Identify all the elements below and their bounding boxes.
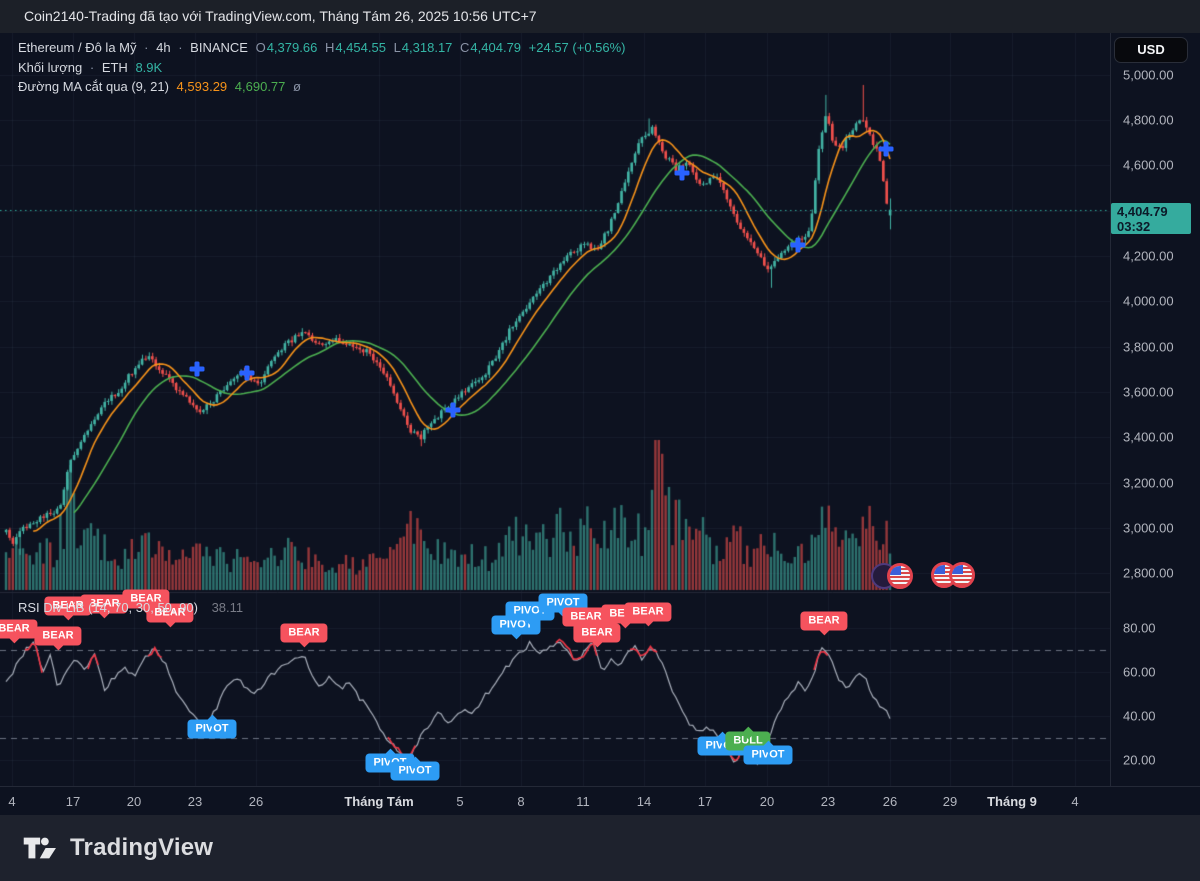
time-axis-label: 5 [456, 794, 464, 809]
time-axis-label: 23 [187, 794, 203, 809]
symbol-name: Ethereum / Đô la Mỹ [18, 40, 137, 55]
window-title: Coin2140-Trading đã tạo với TradingView.… [0, 0, 1200, 33]
ma-cross-marker-icon [674, 165, 690, 181]
time-axis-label: 20 [126, 794, 142, 809]
ohlc-low: 4,318.17 [401, 40, 453, 55]
bear-flag: BEAR [562, 607, 610, 632]
pivot-flag: PIVOT [187, 714, 237, 739]
ma-cross-title: Đường MA cắt qua (9, 21) [18, 79, 169, 94]
price-axis-label: 5,000.00 [1123, 67, 1174, 83]
price-axis-label: 3,600.00 [1123, 384, 1174, 400]
volume-value: 8.9K [135, 60, 163, 75]
ma-cross-marker-icon [189, 361, 205, 377]
chart-region: Ethereum / Đô la Mỹ · 4h · BINANCE O4,37… [0, 33, 1200, 815]
bear-flag: BEAR [800, 611, 848, 636]
ma-cross-marker-icon [878, 141, 894, 157]
time-axis-label: 11 [576, 794, 590, 809]
time-axis-label: 8 [517, 794, 525, 809]
bear-flag: BEAR [80, 594, 128, 619]
time-axis-label: 20 [759, 794, 775, 809]
symbol-legend-row[interactable]: Ethereum / Đô la Mỹ · 4h · BINANCE O4,37… [18, 40, 626, 55]
pivot-flag: PIVOT [390, 756, 440, 781]
last-price-badge: 4,404.79 03:32 [1111, 203, 1191, 234]
ohlc-high: 4,454.55 [335, 40, 386, 55]
currency-toggle-button[interactable]: USD [1114, 37, 1188, 63]
us-flag-event-icon[interactable] [887, 563, 913, 589]
bear-flag: BEAR [280, 623, 328, 648]
price-axis-label: 4,800.00 [1123, 112, 1174, 128]
ma-cross-marker-icon [239, 365, 255, 381]
pivot-flag: PIVOT [491, 615, 541, 640]
time-axis-label: 29 [942, 794, 958, 809]
rsi-axis-label: 60.00 [1123, 664, 1156, 680]
time-axis-label: 23 [820, 794, 836, 809]
ohlc-open: 4,379.66 [266, 40, 318, 55]
time-axis-label: 26 [882, 794, 898, 809]
bear-flag: BEAR [44, 596, 92, 621]
rsi-title: RSI Div LiB (14, 70, 30, 50, 90) [18, 600, 198, 615]
time-axis[interactable]: 4 17 20 23 26 Tháng Tám 5 8 11 14 17 20 23 26 29 Tháng … [0, 786, 1200, 815]
volume-unit: ETH [101, 60, 128, 75]
last-price-countdown: 03:32 [1117, 219, 1151, 234]
time-axis-label: 26 [248, 794, 264, 809]
footer-bar: TradingView [0, 815, 1200, 881]
rsi-legend-row[interactable]: RSI Div LiB (14, 70, 30, 50, 90) 38.11 [18, 600, 243, 615]
ma-cross-style-icon: ø [293, 79, 301, 94]
ma-cross-marker-icon [445, 402, 461, 418]
exchange-label: BINANCE [190, 40, 248, 55]
interval-label: 4h [156, 40, 171, 55]
price-axis-label: 4,000.00 [1123, 293, 1174, 309]
price-scale[interactable]: USD 5,000.00 4,800.00 4,600.00 4,200.00 4,00… [1110, 33, 1200, 815]
main-chart-canvas[interactable] [0, 33, 1110, 815]
price-axis-label: 3,800.00 [1123, 339, 1174, 355]
time-axis-label: Tháng Tám [344, 794, 414, 809]
time-axis-label: 17 [65, 794, 81, 809]
bear-flag: BEAR [573, 623, 621, 648]
pivot-flag: PIVOT [743, 740, 793, 765]
price-change: +24.57 (+0.56%) [528, 40, 626, 55]
price-axis-label: 4,600.00 [1123, 157, 1174, 173]
price-axis-label: 3,200.00 [1123, 475, 1174, 491]
tradingview-logo-text: TradingView [70, 834, 214, 861]
bear-flag: BEAR [624, 602, 672, 627]
price-axis-label: 3,000.00 [1123, 520, 1174, 536]
time-axis-label: 4 [8, 794, 16, 809]
time-axis-label: 14 [636, 794, 652, 809]
time-axis-label: 17 [697, 794, 713, 809]
tradingview-logo-icon [23, 837, 56, 859]
volume-title: Khối lượng [18, 60, 83, 75]
rsi-value: 38.11 [211, 600, 244, 615]
bear-flag: BEAR [0, 619, 38, 644]
time-axis-label: Tháng 9 [987, 794, 1037, 809]
last-price-value: 4,404.79 [1117, 204, 1168, 219]
price-axis-label: 3,400.00 [1123, 429, 1174, 445]
volume-legend-row[interactable]: Khối lượng · ETH 8.9K [18, 60, 163, 75]
us-flag-event-icon[interactable] [949, 562, 975, 588]
time-axis-label: 4 [1071, 794, 1079, 809]
rsi-axis-label: 80.00 [1123, 620, 1156, 636]
ma-cross-legend-row[interactable]: Đường MA cắt qua (9, 21) 4,593.29 4,690.… [18, 79, 305, 94]
ma-fast-value: 4,593.29 [176, 79, 228, 94]
bear-flag: BEAR [34, 626, 82, 651]
rsi-axis-label: 40.00 [1123, 708, 1156, 724]
rsi-axis-label: 20.00 [1123, 752, 1156, 768]
ohlc-close: 4,404.79 [470, 40, 522, 55]
price-axis-label: 2,800.00 [1123, 565, 1174, 581]
bear-flag: BEAR [146, 603, 194, 628]
ma-slow-value: 4,690.77 [234, 79, 286, 94]
ma-cross-marker-icon [790, 237, 806, 253]
price-axis-label: 4,200.00 [1123, 248, 1174, 264]
